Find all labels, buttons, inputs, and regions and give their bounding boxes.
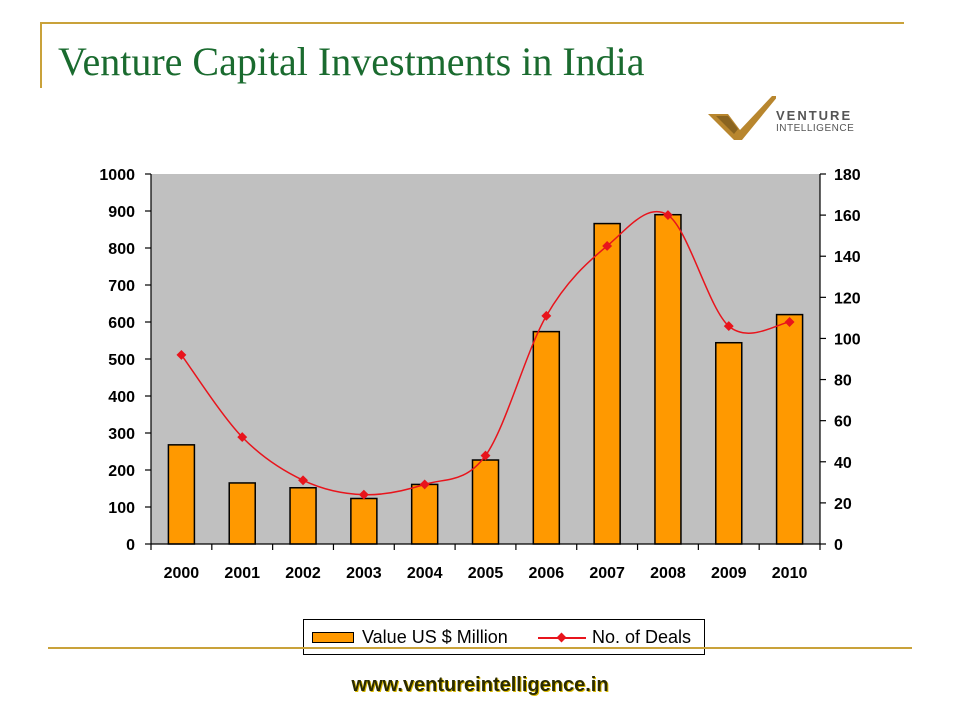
checkmark-logo-icon [708, 96, 778, 140]
deals-point-2007 [602, 240, 613, 251]
deals-point-2003 [358, 489, 369, 500]
bar-2007 [593, 222, 621, 545]
y-right-tick-label-20: 20 [834, 496, 852, 513]
deals-point-2001 [237, 432, 248, 443]
chart-legend: Value US $ Million No. of Deals [303, 619, 705, 655]
x-tick-label-2004: 2004 [407, 565, 443, 582]
y-left-tick-label-800: 800 [108, 241, 135, 258]
y-right-tick-label-80: 80 [834, 373, 852, 390]
bar-2001 [228, 482, 256, 545]
x-tick-label-2001: 2001 [224, 565, 260, 582]
deals-point-2010 [784, 317, 795, 327]
y-left-tick-label-1000: 1000 [99, 167, 135, 184]
deals-point-2009 [723, 321, 734, 332]
y-left-tick-label-400: 400 [108, 389, 135, 406]
x-tick-label-2010: 2010 [772, 565, 808, 582]
deals-point-2004 [419, 479, 430, 490]
x-tick-label-2007: 2007 [589, 565, 625, 582]
deals-point-2002 [298, 475, 308, 486]
y-left-tick-label-600: 600 [108, 315, 135, 332]
y-right-tick-label-100: 100 [834, 331, 861, 348]
x-tick-label-2000: 2000 [164, 565, 200, 582]
y-right-tick-label-180: 180 [834, 167, 861, 184]
x-tick-label-2006: 2006 [529, 565, 565, 582]
x-tick-label-2008: 2008 [650, 565, 686, 582]
website-url: www.ventureintelligence.in [351, 674, 609, 696]
x-tick-label-2005: 2005 [468, 565, 504, 582]
y-left-tick-label-700: 700 [108, 278, 135, 295]
y-right-tick-label-160: 160 [834, 208, 861, 225]
y-right-tick-label-140: 140 [834, 249, 861, 266]
logo-text-intelligence: INTELLIGENCE [776, 123, 855, 134]
bar-2008 [654, 213, 682, 545]
logo-text-venture: VENTURE [776, 108, 853, 123]
deals-point-2008 [663, 210, 673, 221]
y-left-tick-label-300: 300 [108, 426, 135, 443]
bar-2002 [289, 487, 317, 545]
venture-intelligence-logo: VENTURE INTELLIGENCE [706, 96, 866, 142]
bar-2005 [471, 459, 500, 545]
bar-2000 [167, 444, 196, 545]
y-right-tick-label-0: 0 [834, 537, 843, 554]
y-left-tick-label-900: 900 [108, 204, 135, 221]
y-right-tick-label-60: 60 [834, 414, 852, 431]
legend-diamond-marker [556, 632, 567, 643]
title-rule-left [40, 22, 42, 88]
x-tick-label-2003: 2003 [346, 565, 382, 582]
bar-2003 [350, 497, 378, 545]
y-left-tick-label-200: 200 [108, 463, 135, 480]
legend-label-value: Value US $ Million [362, 627, 508, 647]
bar-2009 [715, 341, 743, 545]
y-right-tick-label-120: 120 [834, 290, 861, 307]
x-tick-label-2009: 2009 [711, 565, 747, 582]
deals-point-2005 [480, 450, 491, 461]
bar-2010 [775, 313, 804, 545]
legend-label-deals: No. of Deals [592, 627, 692, 647]
x-tick-label-2002: 2002 [285, 565, 321, 582]
footer-rule [48, 647, 912, 649]
slide-title: Venture Capital Investments in India [58, 39, 645, 84]
vc-investments-chart: 0 100 200 300 400 500 600 700 800 900 1000 0 20 40 60 8… [99, 167, 861, 582]
bar-2006 [532, 330, 561, 545]
y-right-tick-label-40: 40 [834, 455, 852, 472]
y-left-tick-label-500: 500 [108, 352, 135, 369]
bar-2004 [410, 483, 439, 545]
deals-line [180, 210, 790, 496]
deals-point-2000 [176, 349, 187, 360]
legend-bar-swatch [312, 632, 354, 643]
y-left-tick-label-100: 100 [108, 500, 135, 517]
y-left-tick-label-0: 0 [126, 537, 135, 554]
deals-point-2006 [541, 310, 552, 321]
title-rule-top [40, 22, 904, 24]
